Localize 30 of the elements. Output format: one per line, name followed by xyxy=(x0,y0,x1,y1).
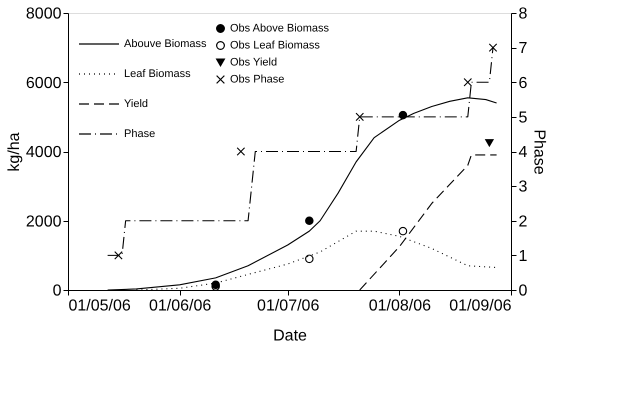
x-tick-label: 01/07/06 xyxy=(257,298,320,314)
legend-label: Leaf Biomass xyxy=(124,68,192,80)
y2-tick-label: 7 xyxy=(518,40,528,58)
legend-label: Obs Yield xyxy=(230,56,278,68)
y2-tick-label: 6 xyxy=(518,74,528,92)
legend-label: Obs Above Biomass xyxy=(230,22,330,34)
y2-tick-label: 3 xyxy=(518,178,528,196)
x-tick-label: 01/06/06 xyxy=(149,298,212,314)
x-tick-label: 01/09/06 xyxy=(449,298,512,314)
y2-tick-label: 1 xyxy=(518,248,528,265)
y-tick-label: 4000 xyxy=(26,144,62,161)
y-tick-label: 2000 xyxy=(26,213,62,230)
x-axis-title: Date xyxy=(273,328,307,344)
y2-tick-label: 0 xyxy=(518,282,528,300)
y-tick-label: 8000 xyxy=(26,6,62,22)
legend-label: Obs Phase xyxy=(230,74,284,86)
legend-label: Yield xyxy=(124,98,148,110)
legend-label: Abouve Biomass xyxy=(124,38,208,50)
legend-label: Phase xyxy=(124,128,156,140)
y-tick-label: 6000 xyxy=(26,74,62,92)
y2-axis-title: Phase xyxy=(530,129,548,175)
y-axis-title: kg/ha xyxy=(6,132,23,172)
x-tick-label: 01/05/06 xyxy=(68,298,131,314)
y2-tick-label: 4 xyxy=(518,144,528,161)
y-tick-label: 0 xyxy=(52,282,62,300)
y2-tick-label: 8 xyxy=(518,6,528,22)
y2-tick-label: 5 xyxy=(518,109,528,126)
y2-tick-label: 2 xyxy=(518,213,528,230)
x-tick-label: 01/08/06 xyxy=(368,298,432,314)
legend-label: Obs Leaf Biomass xyxy=(230,40,320,52)
